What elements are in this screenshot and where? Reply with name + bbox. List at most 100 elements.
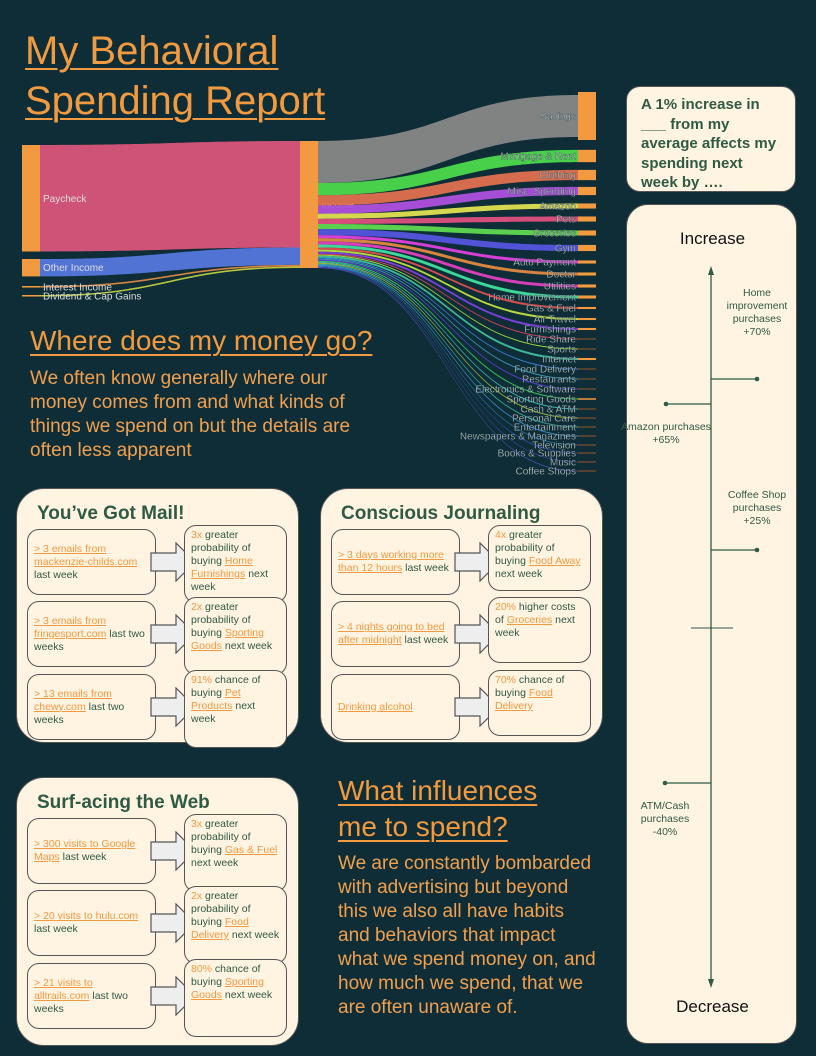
sankey-source-node xyxy=(22,259,40,277)
sankey-flow-target-27 xyxy=(318,266,578,454)
sankey-target-node xyxy=(578,260,596,264)
item-label: ATM/Cash purchases xyxy=(640,800,690,825)
text-segment: next week xyxy=(495,568,543,580)
arrow-down-icon xyxy=(708,979,714,988)
sankey-target-node xyxy=(578,426,596,428)
sankey-target-node xyxy=(578,417,596,419)
card-title: You’ve Got Mail! xyxy=(37,503,185,524)
sankey-target-label: Personal Care xyxy=(512,414,576,425)
link-text[interactable]: Sporting Goods xyxy=(191,976,264,1001)
sankey-target-label: Gym xyxy=(555,244,576,255)
card-title: Surf-acing the Web xyxy=(37,792,210,813)
sankey-target-label: Television xyxy=(532,441,576,452)
sankey-flow-3 xyxy=(40,266,300,297)
cause-box: > 4 nights going to bed after midnight l… xyxy=(331,601,460,667)
item-change: +25% xyxy=(743,515,771,527)
text-segment: greater probability of buying xyxy=(191,601,251,639)
effect-box: 91% chance of buying Pet Products next w… xyxy=(184,670,287,748)
sankey-flow-target-20 xyxy=(318,259,578,390)
decrease-label: Decrease xyxy=(676,997,749,1016)
link-text[interactable]: Food Delivery xyxy=(191,916,249,941)
sankey-flow-0 xyxy=(40,141,300,252)
sankey-flow-target-14 xyxy=(318,251,578,331)
link-text[interactable]: > 300 visits to Google Maps xyxy=(34,838,136,863)
sankey-target-label: Internet xyxy=(542,355,576,366)
sankey-flow-target-4 xyxy=(318,203,578,219)
item-label: Coffee Shop purchases xyxy=(727,489,787,514)
influence-body: We are constantly bombarded with adverti… xyxy=(338,853,596,1018)
sankey-target-label: Music xyxy=(550,458,576,469)
sankey-target-node xyxy=(578,444,596,446)
sankey-flow-target-9 xyxy=(318,238,578,276)
timeline-item-label: Amazon purchases +65% xyxy=(621,421,711,447)
link-text[interactable]: Sporting Goods xyxy=(191,627,264,652)
link-text[interactable]: > 3 emails from mackenzie-childs.com xyxy=(34,542,138,568)
sankey-flow-target-11 xyxy=(318,244,578,299)
sankey-target-node xyxy=(578,230,596,236)
money-heading: Where does my money go? xyxy=(30,325,373,356)
question-box: A 1% increase in ___ from my average aff… xyxy=(626,86,796,192)
sankey-target-node xyxy=(578,284,596,288)
sankey-target-label: Restaurants xyxy=(522,375,576,386)
timeline-item-label: ATM/Cash purchases -40% xyxy=(620,800,710,839)
sankey-target-label: Food Delivery xyxy=(514,365,576,376)
sankey-flow-1 xyxy=(40,247,300,277)
link-text[interactable]: > 21 visits to alltrails.com xyxy=(34,976,93,1002)
sankey-target-node xyxy=(578,149,596,163)
sankey-source-label: Other Income xyxy=(43,263,104,274)
sankey-target-node xyxy=(578,398,596,400)
sankey-flow-target-0 xyxy=(318,95,578,183)
sankey-target-node xyxy=(578,169,596,181)
sankey-target-node xyxy=(578,186,596,196)
influence-heading: What influences me to spend? xyxy=(338,775,538,842)
text-segment: 3x xyxy=(191,818,203,830)
sankey-target-node xyxy=(578,327,596,331)
link-text[interactable]: > 3 days working more than 12 hours xyxy=(338,549,444,574)
text-segment: last week xyxy=(402,562,449,574)
arrow-up-icon xyxy=(708,266,714,275)
sankey-target-label: Groceries xyxy=(533,229,576,240)
link-text[interactable]: Food Away xyxy=(528,555,581,567)
sankey-flow-target-28 xyxy=(318,266,578,463)
link-text[interactable]: > 13 emails from chewy.com xyxy=(34,687,112,713)
link-text[interactable]: Pet Products xyxy=(191,687,241,712)
text-segment: next week xyxy=(191,568,269,593)
link-text[interactable]: > 4 nights going to bed after midnight xyxy=(338,621,445,646)
sankey-target-node xyxy=(578,203,596,209)
effect-box: 3x greater probability of buying Home Fu… xyxy=(184,525,287,603)
sankey-target-label: Cash & ATM xyxy=(521,405,576,416)
link-text[interactable]: Food Delivery xyxy=(495,687,553,712)
timeline-panel: Increase Decrease Home improvement purch… xyxy=(621,204,797,1044)
sankey-target-node xyxy=(578,357,596,361)
link-text[interactable]: > 20 visits to hulu.com xyxy=(34,910,139,922)
sankey-flow-target-25 xyxy=(318,264,578,437)
sankey-flow-target-6 xyxy=(318,223,578,236)
sankey-target-label: Auto Payment xyxy=(513,258,576,269)
item-change: +70% xyxy=(743,326,771,338)
link-text[interactable]: Home Furnishings xyxy=(191,555,253,580)
effect-box: 80% chance of buying Sporting Goods next… xyxy=(184,959,287,1037)
text-segment: next week xyxy=(221,640,273,652)
cause-box: > 20 visits to hulu.com last week xyxy=(27,890,156,956)
text-segment: next week xyxy=(191,700,256,725)
sankey-target-node xyxy=(578,338,596,340)
timeline-marker-dot xyxy=(662,780,668,786)
sankey-target-label: Books & Supplies xyxy=(498,449,576,460)
sankey-target-node xyxy=(578,378,596,380)
sankey-flow-2 xyxy=(40,264,300,288)
link-text[interactable]: Gas & Fuel xyxy=(224,844,278,856)
sankey-flow-target-29 xyxy=(318,267,578,472)
sankey-income-node xyxy=(300,141,318,268)
text-segment: greater probability of buying xyxy=(495,529,555,567)
sankey-flow-target-1 xyxy=(318,149,578,196)
effect-box: 4x greater probability of buying Food Aw… xyxy=(488,525,591,591)
card-0: You’ve Got Mail! > 3 emails from mackenzi… xyxy=(16,488,299,748)
link-text[interactable]: Groceries xyxy=(506,614,553,626)
text-segment: last week xyxy=(34,923,78,935)
link-text[interactable]: Drinking alcohol xyxy=(338,700,413,713)
sankey-flow-target-5 xyxy=(318,216,578,224)
link-text[interactable]: > 3 emails from fringesport.com xyxy=(34,614,107,640)
sankey-target-label: Ride Share xyxy=(526,335,576,346)
sankey-target-node xyxy=(578,317,596,321)
text-segment: last week xyxy=(59,851,107,863)
